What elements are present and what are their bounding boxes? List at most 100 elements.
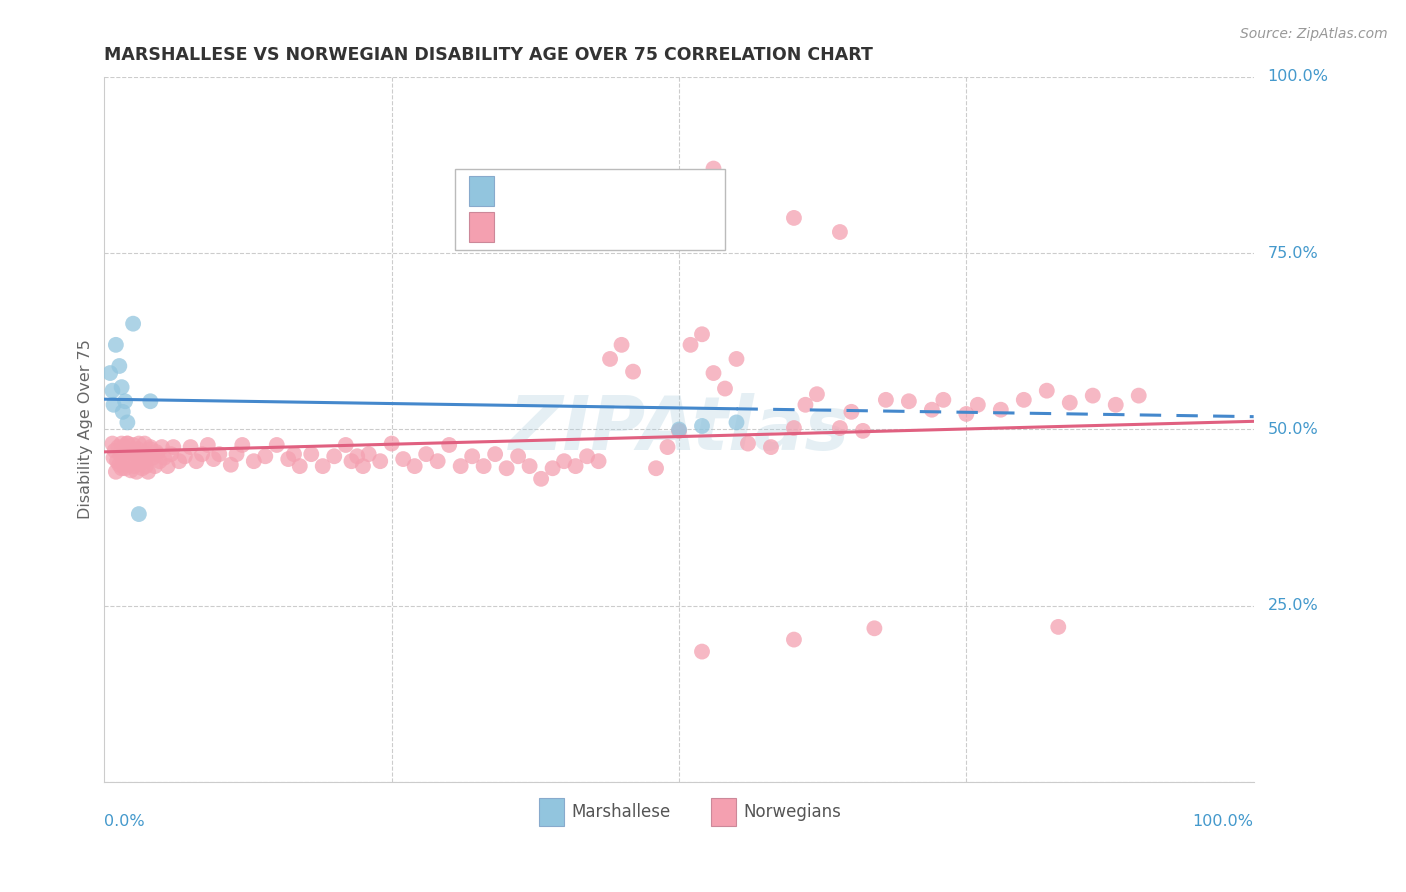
Point (668, 424, 690, 438)
Point (955, 407, 977, 421)
Point (426, 454, 449, 468)
Point (783, 421, 806, 435)
Point (288, 459, 311, 474)
Point (135, 459, 157, 474)
Point (111, 380, 134, 394)
Point (103, 450, 125, 465)
Point (381, 436, 404, 450)
Bar (538, 797, 564, 826)
Point (129, 456, 152, 470)
Point (173, 449, 195, 463)
Point (143, 459, 166, 474)
Point (725, 351, 748, 366)
Y-axis label: Disability Age Over 75: Disability Age Over 75 (79, 340, 93, 519)
Point (437, 438, 460, 452)
Point (783, 211, 806, 225)
Point (135, 447, 157, 461)
Point (111, 461, 134, 475)
Point (875, 392, 897, 407)
Point (519, 459, 541, 474)
Point (599, 351, 621, 366)
Point (129, 447, 152, 461)
Point (921, 402, 943, 417)
Point (690, 327, 713, 342)
Point (122, 438, 145, 452)
Text: 0.0%: 0.0% (104, 814, 145, 829)
Text: 100.0%: 100.0% (1267, 70, 1329, 85)
Point (117, 416, 139, 430)
Text: 25.0%: 25.0% (1267, 599, 1319, 613)
Point (1081, 389, 1104, 403)
Point (472, 459, 495, 474)
Point (115, 445, 138, 459)
Point (759, 440, 782, 454)
Point (657, 440, 679, 454)
Point (208, 447, 231, 461)
Point (104, 465, 127, 479)
Text: Source: ZipAtlas.com: Source: ZipAtlas.com (1240, 27, 1388, 41)
Bar (456, 169, 725, 250)
Point (128, 436, 150, 450)
Point (114, 394, 136, 409)
Point (231, 438, 253, 452)
Point (690, 419, 713, 434)
Point (191, 447, 214, 461)
Point (783, 632, 806, 647)
Point (404, 459, 426, 474)
Point (122, 459, 145, 474)
Point (162, 440, 184, 454)
Point (714, 382, 737, 396)
Point (702, 366, 724, 380)
Point (352, 459, 374, 474)
Point (146, 447, 169, 461)
Text: 50.0%: 50.0% (1267, 422, 1319, 437)
Point (142, 450, 165, 465)
Point (610, 338, 633, 352)
Bar (468, 177, 494, 206)
Point (114, 461, 136, 475)
Point (127, 442, 149, 457)
Point (357, 447, 380, 461)
Point (101, 384, 124, 398)
Point (225, 447, 247, 461)
Text: Norwegians: Norwegians (744, 803, 841, 821)
Text: N =: N = (612, 182, 648, 201)
Bar (711, 797, 737, 826)
Point (167, 454, 190, 468)
Point (806, 387, 828, 401)
Point (98, 366, 121, 380)
Point (150, 440, 173, 454)
Point (990, 402, 1012, 417)
Point (186, 454, 208, 468)
Point (139, 394, 162, 409)
Point (495, 461, 517, 475)
Point (541, 461, 564, 475)
Point (794, 398, 817, 412)
Point (139, 440, 162, 454)
Text: -0.084: -0.084 (550, 182, 609, 201)
Point (124, 447, 146, 461)
Point (139, 442, 162, 457)
Point (120, 463, 142, 477)
Point (219, 458, 242, 472)
Point (530, 472, 553, 486)
Point (156, 459, 179, 474)
Point (108, 359, 131, 373)
Point (828, 421, 851, 435)
Point (104, 443, 127, 458)
Point (588, 454, 610, 468)
Point (484, 447, 506, 461)
Point (346, 449, 368, 463)
Point (508, 449, 530, 463)
Point (368, 454, 391, 468)
Point (392, 452, 415, 467)
Point (111, 436, 134, 450)
Point (679, 338, 702, 352)
Text: MARSHALLESE VS NORWEGIAN DISABILITY AGE OVER 75 CORRELATION CHART: MARSHALLESE VS NORWEGIAN DISABILITY AGE … (104, 46, 873, 64)
Point (340, 454, 363, 468)
Point (153, 450, 176, 465)
Text: Marshallese: Marshallese (571, 803, 671, 821)
Point (415, 447, 437, 461)
Text: 100.0%: 100.0% (1192, 814, 1254, 829)
Point (621, 365, 644, 379)
